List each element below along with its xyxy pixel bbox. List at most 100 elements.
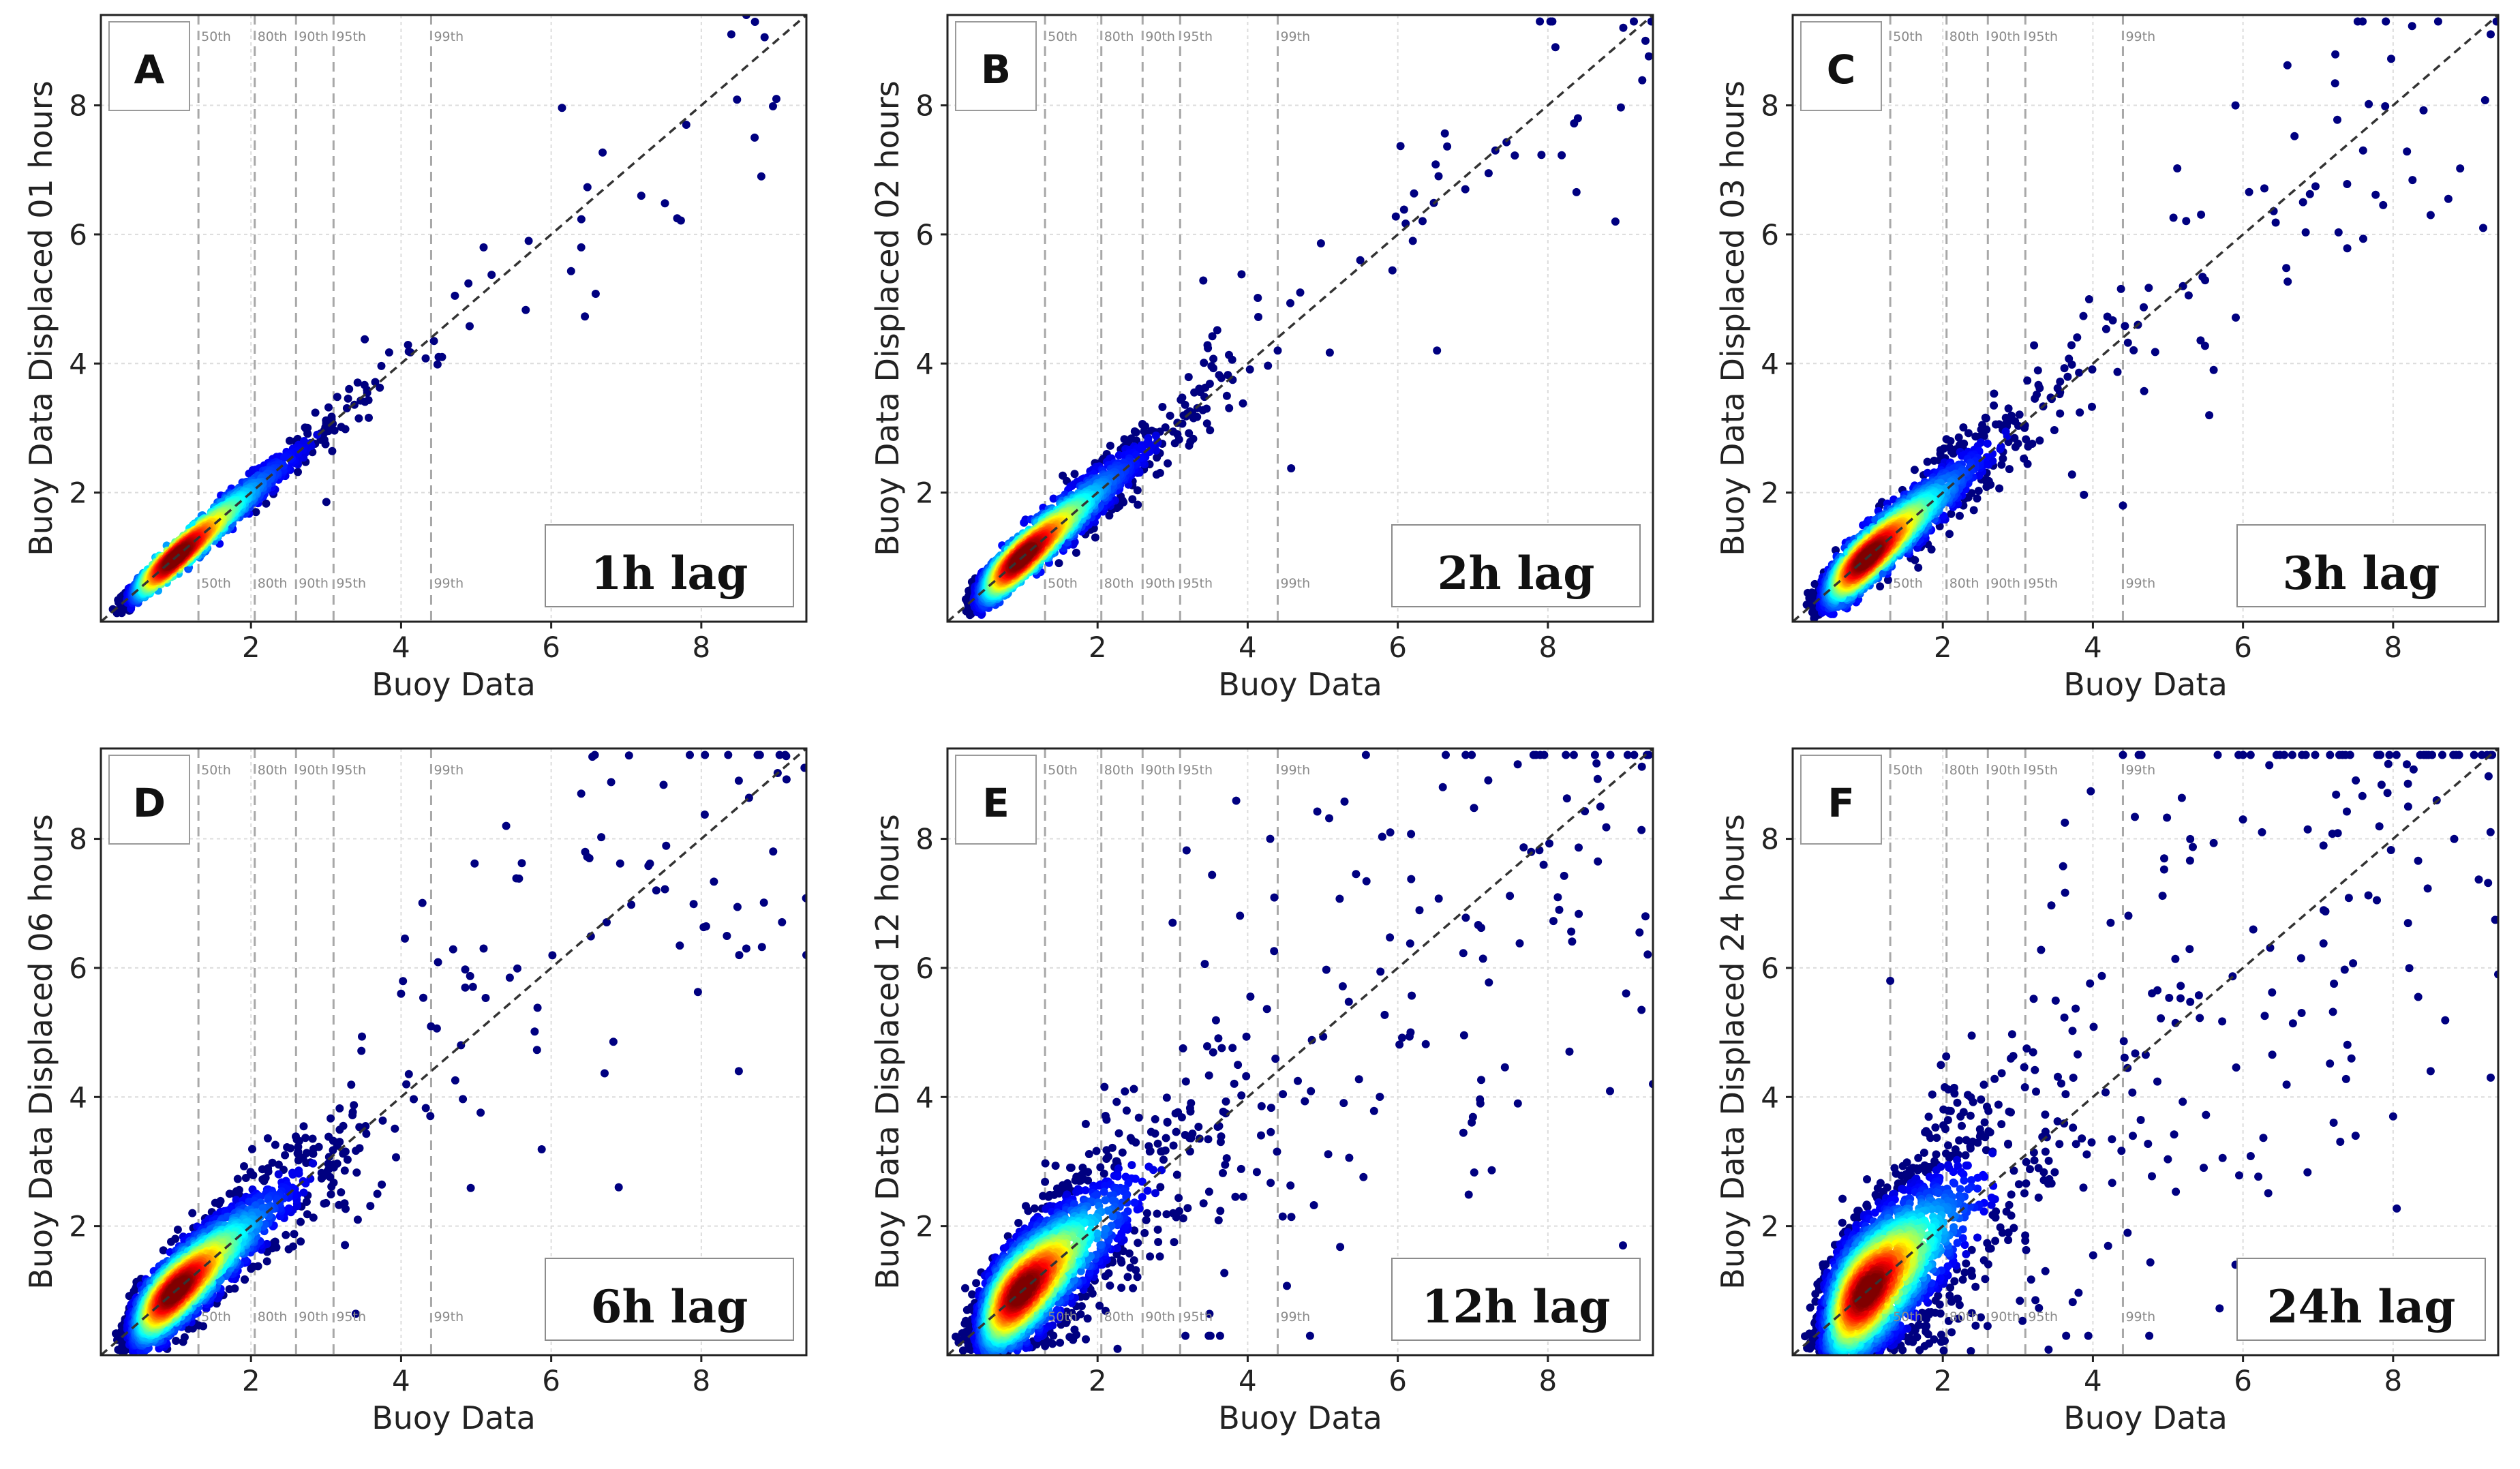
scatter-point [303,429,312,438]
scatter-point [438,353,446,361]
scatter-point [1228,356,1236,364]
scatter-point [1648,18,1656,26]
x-tick-label: 8 [692,631,710,664]
percentile-label-bottom: 80th [258,576,288,591]
lag-label: 1h lag [591,547,748,600]
scatter-point [1392,213,1400,221]
scatter-point [1239,399,1247,408]
scatter-point [1461,185,1470,194]
scatter-point [1536,18,1544,26]
scatter-point [1435,172,1443,181]
scatter-point [324,404,333,412]
scatter-point [354,414,363,423]
panel-a: 50th50th80th80th90th90th95th95th99th99th… [22,11,806,703]
scatter-point [1431,160,1440,168]
scatter-point [1106,442,1114,450]
scatter-point [464,279,472,288]
scatter-point [1388,267,1397,275]
scatter-point [661,199,669,207]
scatter-point [328,447,336,455]
scatter-point [1204,344,1212,352]
scatter-point [733,95,741,104]
scatter-point [577,215,586,224]
scatter-point [1511,151,1519,160]
scatter-point [385,348,393,357]
x-tick-label: 6 [542,631,560,664]
scatter-point [1537,151,1545,159]
x-tick-label: 2 [242,631,260,664]
scatter-point [1551,43,1560,51]
scatter-point [1209,354,1217,363]
y-tick-label: 6 [69,218,87,252]
scatter-point [1128,495,1136,503]
y-tick-label: 2 [69,476,87,510]
scatter-point [1558,151,1566,160]
scatter-point [757,172,765,181]
scatter-point [1217,374,1226,382]
scatter-point [378,362,386,370]
scatter-point [1254,313,1262,321]
scatter-point [1185,429,1193,438]
scatter-point [1071,470,1079,478]
scatter-point [1186,438,1194,446]
scatter-point [1611,217,1620,226]
scatter-point [1203,419,1211,427]
scatter-point [1237,270,1245,278]
scatter-point [1548,18,1556,26]
scatter-point [422,354,430,363]
scatter-point [344,395,352,403]
scatter-point [322,498,331,506]
scatter-point [1573,188,1581,196]
scatter-point [294,468,302,476]
scatter-point [1443,142,1451,151]
scatter-point [1254,294,1262,302]
scatter-point [1246,365,1254,374]
scatter-point [487,271,496,279]
scatter-point [1296,288,1305,297]
scatter-point [1641,37,1650,45]
y-axis-label: Buoy Data Displaced 01 hours [22,80,59,556]
scatter-point [1317,239,1325,247]
scatter-point [1072,549,1080,557]
x-tick-label: 4 [392,631,410,664]
scatter-point [1209,364,1217,372]
scatter-point [1223,392,1231,400]
scatter-point [1274,346,1282,354]
scatter-point [1185,373,1193,381]
percentile-label-bottom: 99th [434,576,464,591]
scatter-point [1164,459,1172,468]
scatter-point [434,361,442,369]
scatter-point [1287,464,1295,472]
scatter-point [1574,115,1582,123]
scatter-point [1225,404,1233,412]
scatter-point [761,33,769,42]
scatter-point [577,243,586,252]
percentile-label-top: 80th [258,29,288,44]
scatter-point [466,322,474,331]
scatter-point [727,30,735,38]
percentile-label-top: 90th [299,29,329,44]
scatter-point [1020,519,1028,527]
percentile-label-bottom: 90th [299,576,329,591]
scatter-point [558,104,566,112]
scatter-point [769,102,777,110]
scatter-point [525,237,533,245]
percentile-label-top: 95th [336,29,366,44]
scatter-point [1091,534,1099,542]
scatter-point [312,408,320,417]
percentile-label-bottom: 50th [201,576,231,591]
scatter-point [1485,169,1493,177]
scatter-point [1153,470,1161,479]
scatter-point [772,95,780,103]
percentile-label-bottom: 95th [336,576,366,591]
scatter-point [361,335,369,344]
scatter-point [1638,76,1646,85]
scatter-point [333,393,341,401]
percentile-label-top: 50th [201,29,231,44]
scatter-point [1433,346,1441,354]
scatter-point [365,414,373,422]
scatter-point [581,312,589,320]
y-tick-label: 4 [69,347,87,380]
